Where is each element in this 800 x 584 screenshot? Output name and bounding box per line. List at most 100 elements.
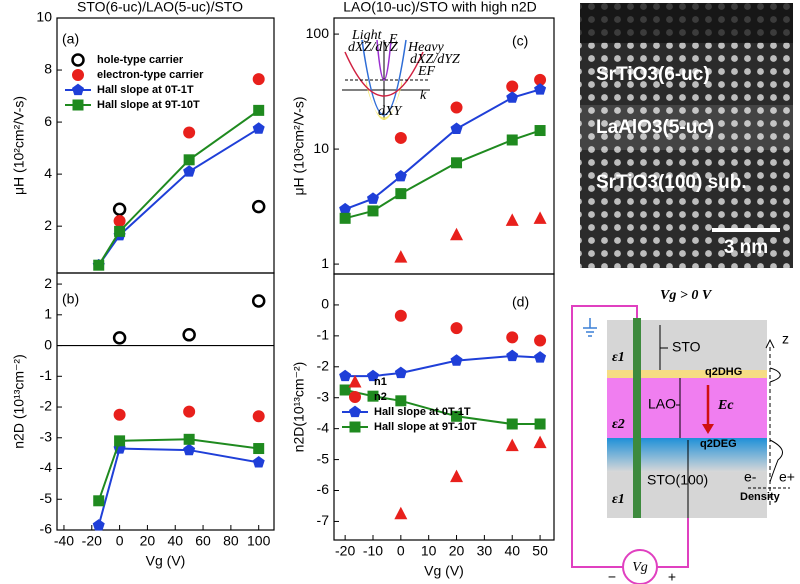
band bbox=[376, 39, 392, 81]
y-tick-label: -3 bbox=[317, 388, 330, 404]
inset-label: EF bbox=[417, 64, 436, 79]
y-tick-label: -1 bbox=[317, 327, 330, 343]
band-fill bbox=[366, 80, 402, 120]
marker bbox=[450, 354, 463, 366]
plot-frame bbox=[333, 273, 555, 541]
lao-band bbox=[580, 105, 793, 150]
permittivity: ε1 bbox=[612, 350, 625, 365]
series-line bbox=[97, 109, 260, 266]
x-tick-label: 20 bbox=[449, 543, 465, 559]
permittivity: ε2 bbox=[612, 417, 625, 432]
legend-label: Hall slope at 9T-10T bbox=[97, 99, 200, 111]
series-line bbox=[97, 438, 259, 502]
marker bbox=[394, 131, 407, 144]
y-tick-label: 10 bbox=[313, 140, 329, 156]
x-tick-label: 30 bbox=[477, 543, 493, 559]
vacuum bbox=[580, 3, 793, 43]
marker bbox=[339, 202, 352, 215]
marker bbox=[366, 369, 380, 382]
permittivity: ε1 bbox=[612, 492, 625, 507]
legend-label: hole-type carrier bbox=[97, 54, 184, 66]
carrier-label: e+ bbox=[779, 469, 795, 485]
marker bbox=[506, 80, 519, 93]
marker bbox=[182, 328, 196, 342]
marker bbox=[252, 410, 265, 423]
marker bbox=[451, 410, 463, 422]
density-label: Density bbox=[740, 491, 781, 503]
marker bbox=[366, 192, 380, 204]
source-label: Vg bbox=[632, 560, 648, 575]
marker bbox=[506, 134, 518, 146]
bracket bbox=[676, 378, 681, 438]
inset-label: dXZ/dYZ bbox=[348, 40, 398, 55]
marker bbox=[534, 334, 547, 347]
field-arrowhead bbox=[702, 424, 714, 434]
y-axis-label: μH (10³cm²/V-s) bbox=[291, 96, 307, 195]
marker bbox=[72, 99, 84, 111]
panel-label: (a) bbox=[62, 31, 79, 47]
marker bbox=[183, 165, 196, 177]
polarity: − bbox=[608, 569, 616, 584]
legend-label: Hall slope at 9T-10T bbox=[374, 421, 477, 433]
marker bbox=[533, 211, 547, 224]
marker bbox=[349, 391, 361, 403]
marker bbox=[450, 469, 464, 483]
marker bbox=[534, 418, 546, 430]
interface-label: q2DHG bbox=[705, 366, 742, 378]
band bbox=[361, 39, 407, 116]
y-tick-label: -7 bbox=[317, 512, 330, 528]
device-diagram: Vg − + Vg > 0 V ε1 ε2 ε1 STO LAO STO(100… bbox=[571, 288, 795, 584]
marker bbox=[71, 83, 85, 96]
marker bbox=[339, 369, 352, 382]
marker bbox=[251, 294, 266, 308]
marker bbox=[253, 104, 265, 116]
electrode bbox=[633, 318, 641, 518]
marker bbox=[506, 418, 518, 430]
wire bbox=[657, 518, 689, 568]
marker bbox=[506, 91, 519, 103]
marker bbox=[394, 366, 407, 379]
marker bbox=[183, 154, 195, 166]
layer-label: LAO bbox=[648, 396, 676, 412]
marker bbox=[348, 405, 362, 418]
marker bbox=[252, 122, 265, 134]
series-line bbox=[344, 88, 541, 211]
x-tick-label: 40 bbox=[504, 543, 520, 559]
inset-label: dXZ/dYZ bbox=[410, 52, 460, 67]
layer-label: STO(100) bbox=[647, 472, 708, 488]
inset-label: E bbox=[388, 32, 398, 47]
marker bbox=[394, 250, 408, 263]
marker bbox=[71, 53, 85, 67]
y-tick-label: 2 bbox=[44, 217, 52, 233]
marker bbox=[112, 202, 127, 216]
y-tick-label: -4 bbox=[40, 459, 53, 475]
marker bbox=[394, 309, 407, 322]
inset-label: Light bbox=[351, 28, 383, 43]
marker bbox=[450, 101, 463, 114]
x-tick-label: -20 bbox=[82, 533, 102, 549]
marker bbox=[339, 212, 351, 224]
marker bbox=[505, 438, 519, 452]
y-tick-label: 0 bbox=[44, 336, 52, 352]
marker bbox=[339, 384, 351, 396]
x-tick-label: 80 bbox=[223, 533, 239, 549]
marker bbox=[450, 122, 463, 134]
marker bbox=[534, 83, 547, 95]
marker bbox=[395, 395, 407, 407]
x-tick-label: -20 bbox=[335, 543, 355, 559]
layer-label: STO bbox=[672, 339, 701, 355]
legend-label: n1 bbox=[374, 376, 387, 388]
y-axis-label: n2D(10¹³cm⁻²) bbox=[291, 362, 307, 453]
chart-title: STO(6-uc)/LAO(5-uc)/STO bbox=[77, 0, 243, 15]
axis-label: z bbox=[782, 331, 789, 347]
field-label: Ec bbox=[717, 398, 734, 413]
marker bbox=[367, 390, 379, 402]
marker bbox=[93, 495, 105, 507]
bracket bbox=[659, 325, 668, 370]
y-tick-label: -4 bbox=[317, 419, 330, 435]
inset-label: dXY bbox=[378, 104, 404, 119]
inset-label: Heavy bbox=[407, 40, 445, 55]
marker bbox=[348, 375, 362, 388]
legend-label: Hall slope at 0T-1T bbox=[374, 406, 471, 418]
y-tick-label: 1 bbox=[44, 306, 52, 322]
